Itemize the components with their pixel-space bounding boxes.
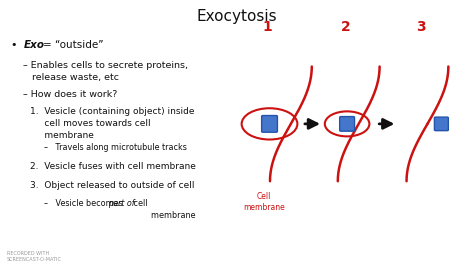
FancyBboxPatch shape (434, 117, 448, 131)
FancyBboxPatch shape (262, 115, 277, 132)
Text: 1: 1 (262, 20, 272, 34)
Text: Exo: Exo (23, 40, 45, 51)
Text: = “outside”: = “outside” (43, 40, 103, 51)
Text: RECORDED WITH
SCREENCAST-O-MATIC: RECORDED WITH SCREENCAST-O-MATIC (7, 251, 62, 262)
Text: •: • (10, 40, 17, 51)
Text: –   Travels along microtubule tracks: – Travels along microtubule tracks (44, 143, 187, 152)
Text: – Enables cells to secrete proteins,
   release waste, etc: – Enables cells to secrete proteins, rel… (23, 61, 188, 82)
Text: part of: part of (109, 200, 135, 209)
Text: 2: 2 (341, 20, 351, 34)
FancyBboxPatch shape (340, 117, 355, 131)
Text: – How does it work?: – How does it work? (23, 90, 118, 99)
Text: 2.  Vesicle fuses with cell membrane: 2. Vesicle fuses with cell membrane (30, 162, 196, 171)
Text: –   Vesicle becomes: – Vesicle becomes (44, 200, 126, 209)
Text: 1.  Vesicle (containing object) inside
     cell moves towards cell
     membran: 1. Vesicle (containing object) inside ce… (30, 107, 195, 140)
Text: Cell
membrane: Cell membrane (243, 192, 285, 212)
Text: cell
        membrane: cell membrane (131, 200, 196, 220)
Text: Exocytosis: Exocytosis (197, 9, 277, 24)
Text: 3.  Object released to outside of cell: 3. Object released to outside of cell (30, 181, 195, 190)
Text: 3: 3 (416, 20, 425, 34)
